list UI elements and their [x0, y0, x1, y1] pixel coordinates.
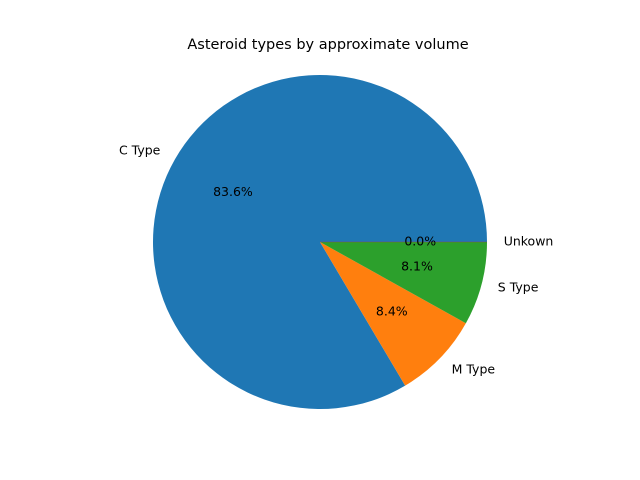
slice-s-type: [320, 242, 487, 324]
slice-label-s-type: S Type: [498, 280, 539, 295]
slice-pct-s-type: 8.1%: [401, 259, 433, 274]
pie-slices: [152, 75, 488, 410]
slice-label-c-type: C Type: [119, 143, 161, 158]
chart-title: Asteroid types by approximate volume: [187, 37, 468, 53]
slice-pct-m-type: 8.4%: [376, 303, 408, 318]
slice-label-unkown: Unkown: [504, 234, 554, 249]
slice-label-m-type: M Type: [452, 362, 496, 377]
slice-pct-unkown: 0.0%: [404, 234, 436, 249]
slice-m-type: [320, 242, 466, 386]
slice-pct-c-type: 83.6%: [213, 184, 253, 199]
pie-labels: C Type 83.6% M Type 8.4% S Type 8.1% Unkown 0.0…: [119, 143, 553, 377]
